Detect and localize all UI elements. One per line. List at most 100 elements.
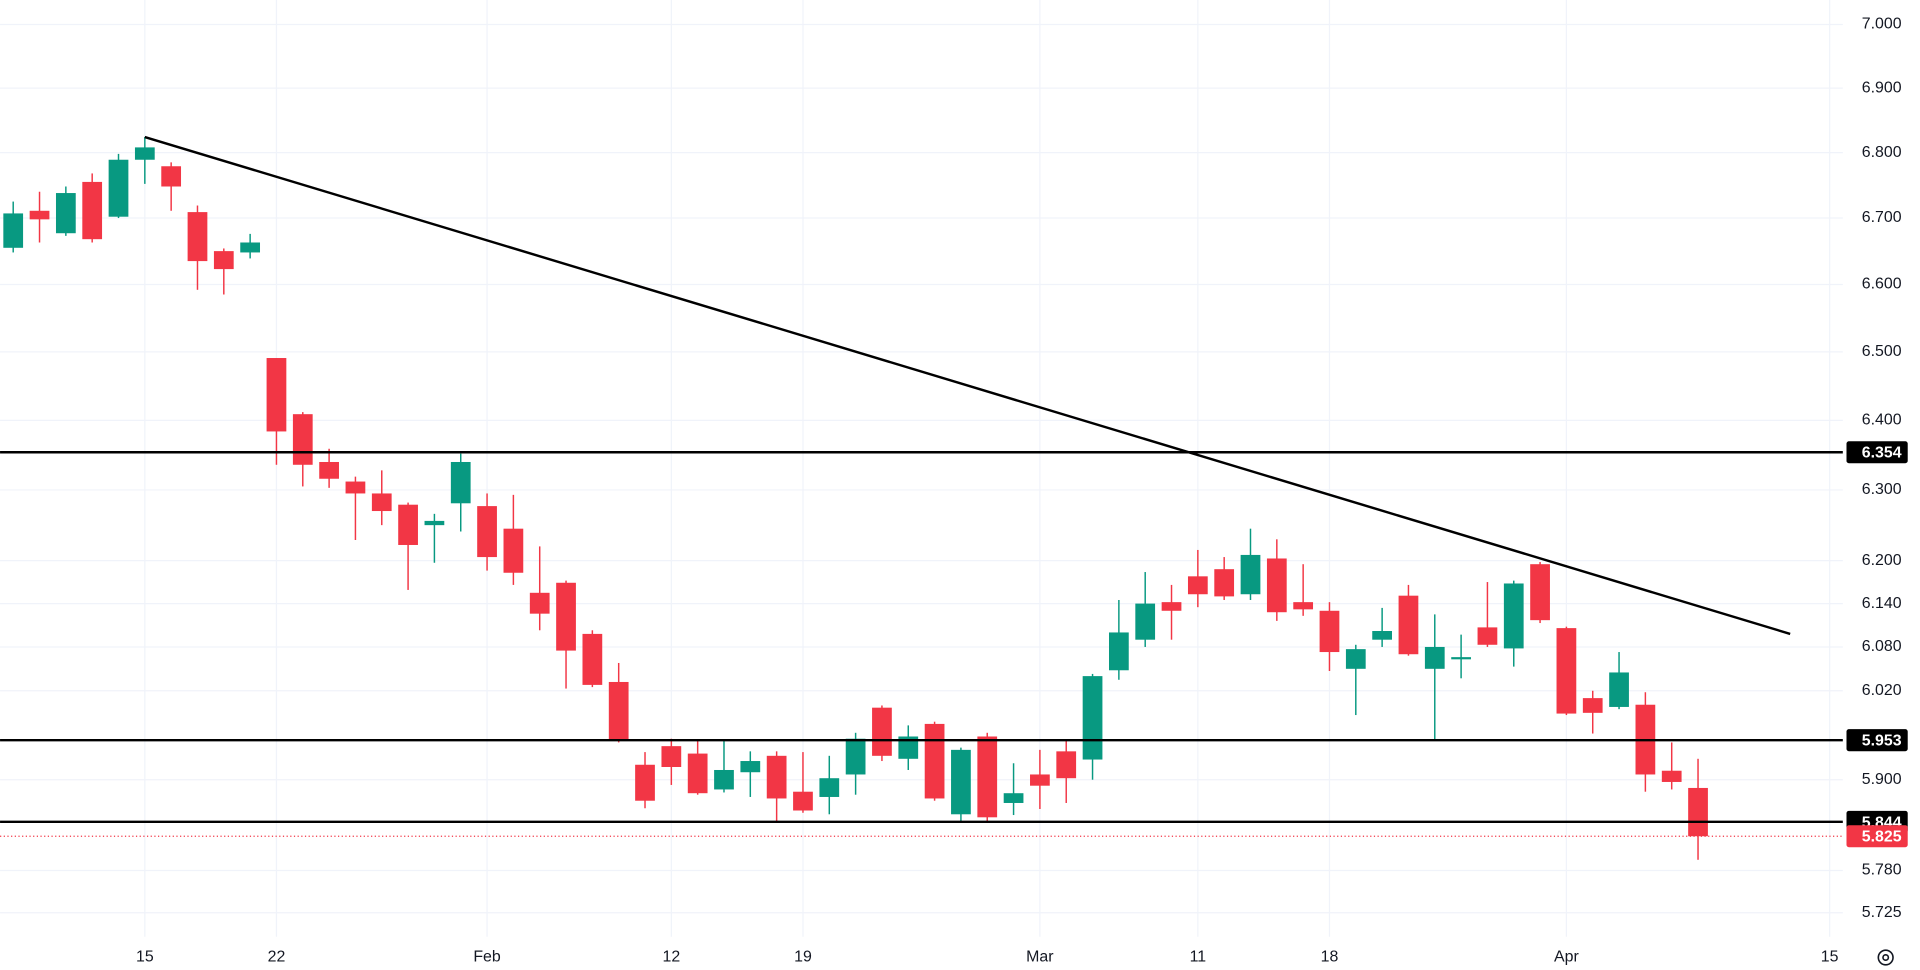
y-tick-label: 5.900: [1862, 771, 1902, 788]
candle-body: [1345, 649, 1366, 669]
y-tick-label: 6.300: [1862, 481, 1902, 498]
candle-body: [55, 193, 76, 234]
settings-gear[interactable]: [1877, 949, 1894, 966]
candle-body: [187, 212, 208, 262]
y-tick-label: 7.000: [1862, 16, 1902, 33]
candle-body: [1082, 676, 1103, 760]
level-label-box: [1846, 441, 1908, 464]
x-tick-label: Mar: [1026, 949, 1054, 966]
candle-body: [1582, 698, 1603, 713]
y-tick-label: 6.020: [1862, 682, 1902, 699]
candle-body: [108, 159, 129, 217]
y-tick-label: 6.800: [1862, 144, 1902, 161]
y-tick-label: 6.140: [1862, 595, 1902, 612]
candle-body: [1135, 603, 1156, 640]
candle-body: [240, 242, 261, 253]
candle-body: [1609, 672, 1629, 707]
x-tick-label: 11: [1190, 949, 1207, 966]
candle-body: [292, 414, 313, 465]
candle-body: [1372, 631, 1392, 640]
candle-body: [477, 506, 497, 558]
candle-body: [687, 753, 708, 794]
y-tick-label: 6.500: [1862, 343, 1902, 360]
candle-body: [556, 582, 576, 651]
x-tick-label: 18: [1321, 949, 1339, 966]
candle-body: [3, 213, 24, 248]
overlays: [0, 135, 1843, 837]
candle-body: [424, 520, 445, 526]
candle-body: [1187, 576, 1208, 595]
candle-body: [371, 493, 392, 512]
candle-body: [319, 461, 339, 479]
candle-body: [766, 755, 787, 799]
candle-body: [1214, 569, 1235, 597]
trend-line: [144, 135, 1791, 636]
x-tick-label: 22: [268, 949, 286, 966]
y-tick-label: 5.725: [1862, 904, 1902, 921]
candle-body: [161, 166, 182, 187]
level-label-box: [1846, 729, 1908, 752]
y-tick-label: 5.780: [1862, 862, 1902, 879]
x-tick-label: 15: [136, 949, 154, 966]
candle-body: [1240, 554, 1261, 595]
candle-body: [1451, 657, 1471, 660]
candle-body: [398, 504, 418, 545]
candle-body: [977, 736, 998, 818]
x-tick-label: 15: [1821, 949, 1839, 966]
settings-icon[interactable]: [1877, 949, 1894, 966]
x-tick-label: 12: [662, 949, 680, 966]
last-price-label: 5.825: [1862, 829, 1902, 846]
candle-body: [793, 791, 813, 811]
candle-body: [1530, 564, 1550, 621]
candle-body: [1661, 770, 1682, 782]
marks: [3, 137, 1708, 860]
candle-body: [529, 592, 550, 614]
candle-body: [1003, 793, 1024, 803]
y-tick-label: 6.600: [1862, 276, 1902, 293]
candle-body: [1266, 558, 1287, 613]
candle-body: [1030, 774, 1050, 786]
candle-body: [1108, 632, 1129, 671]
level-label: 6.354: [1862, 445, 1902, 462]
candle-body: [345, 481, 366, 494]
last-price-box: [1846, 825, 1908, 848]
candle-body: [582, 633, 603, 685]
y-tick-label: 6.900: [1862, 79, 1902, 96]
candle-body: [608, 681, 629, 741]
candle-body: [1556, 628, 1577, 714]
candle-body: [82, 181, 103, 240]
y-tick-label: 6.080: [1862, 638, 1902, 655]
x-tick-label: Feb: [473, 949, 501, 966]
candle-body: [134, 147, 155, 160]
candle-body: [1161, 602, 1182, 611]
axes: 7.000 6.900 6.800 6.700 6.600 6.500 6.400 6.300…: [136, 16, 1908, 966]
grid: [0, 0, 1843, 937]
settings-gear-center[interactable]: [1882, 954, 1890, 962]
candle-body: [898, 736, 919, 759]
candle-body: [1688, 787, 1708, 837]
candle-body: [845, 738, 866, 775]
candle-body: [740, 761, 761, 773]
candle-body: [872, 707, 892, 756]
y-tick-label: 6.700: [1862, 209, 1902, 226]
candle-body: [1319, 610, 1340, 653]
candle-body: [213, 251, 234, 270]
x-tick-label: 19: [794, 949, 812, 966]
candle-body: [450, 461, 471, 504]
candle-body: [635, 764, 655, 801]
candle-body: [29, 210, 50, 220]
candle-body: [714, 769, 734, 790]
candle-body: [1056, 751, 1077, 779]
candle-body: [266, 358, 287, 432]
candle-body: [1424, 646, 1445, 669]
candle-body: [951, 749, 971, 815]
x-tick-label: Apr: [1554, 949, 1579, 966]
candle-body: [1477, 627, 1498, 645]
candle-body: [1293, 602, 1314, 610]
candle-body: [503, 528, 524, 573]
candle-body: [1398, 595, 1419, 655]
candle-body: [661, 746, 682, 767]
level-label: 5.953: [1862, 733, 1902, 750]
